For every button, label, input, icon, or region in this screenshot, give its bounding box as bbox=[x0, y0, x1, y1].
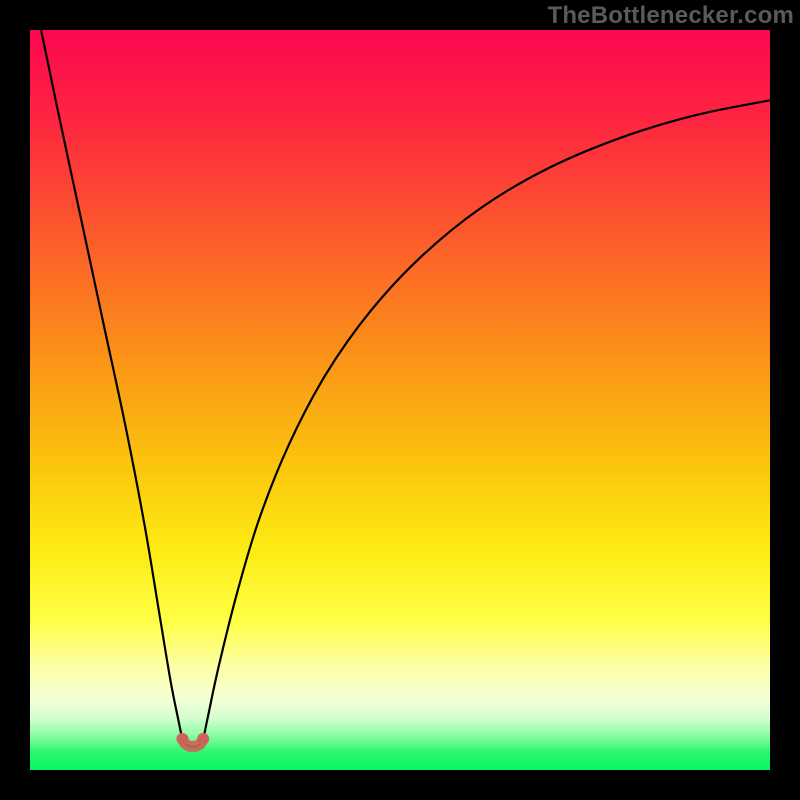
bottleneck-chart-svg bbox=[0, 0, 800, 800]
chart-container: TheBottlenecker.com bbox=[0, 0, 800, 800]
watermark-text: TheBottlenecker.com bbox=[547, 2, 794, 30]
optimal-zone-dot-left bbox=[176, 733, 188, 745]
optimal-zone-dot-right bbox=[197, 733, 209, 745]
plot-area bbox=[30, 30, 770, 770]
